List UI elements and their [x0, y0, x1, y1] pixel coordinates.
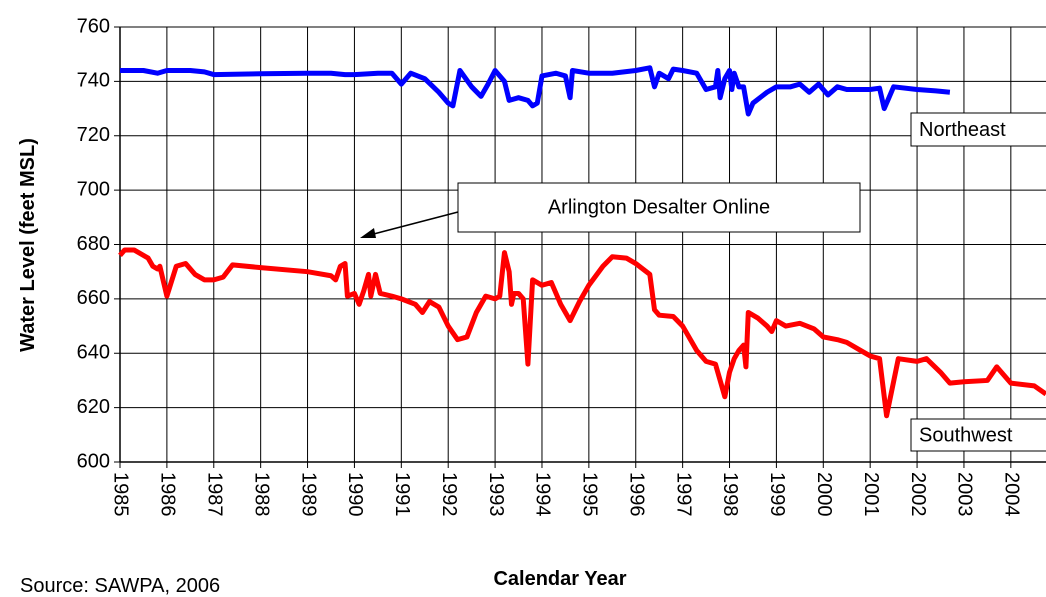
x-tick-label: 1993 — [485, 472, 507, 517]
y-tick-label: 600 — [77, 450, 110, 472]
x-tick-label: 1997 — [672, 472, 694, 517]
y-tick-label: 660 — [77, 287, 110, 309]
y-axis-label: Water Level (feet MSL) — [17, 138, 39, 352]
source-note: Source: SAWPA, 2006 — [20, 575, 220, 597]
label-box — [910, 418, 1046, 452]
y-tick-label: 680 — [77, 233, 110, 255]
x-tick-label: 1999 — [766, 472, 788, 517]
annotation-box — [457, 182, 861, 233]
x-tick-label: 2000 — [813, 472, 835, 517]
label-box — [910, 112, 1046, 147]
x-tick-label: 1986 — [157, 472, 179, 517]
y-tick-label: 720 — [77, 124, 110, 146]
y-tick-label: 760 — [77, 15, 110, 37]
x-tick-label: 1994 — [532, 472, 554, 517]
x-tick-label: 1996 — [625, 472, 647, 517]
x-tick-label: 1998 — [719, 472, 741, 517]
y-tick-label: 740 — [77, 70, 110, 92]
x-tick-label: 1988 — [250, 472, 272, 517]
x-tick-label: 1989 — [297, 472, 319, 517]
x-tick-label: 2003 — [954, 472, 976, 517]
series-line — [118, 247, 1046, 419]
arrow-head — [360, 228, 376, 238]
x-tick-label: 2004 — [1001, 472, 1023, 517]
x-tick-label: 2002 — [907, 472, 929, 517]
annotation: Southwest — [919, 424, 1013, 446]
x-tick-label: 1995 — [579, 472, 601, 517]
x-axis-label: Calendar Year — [493, 568, 626, 590]
y-tick-label: 620 — [77, 396, 110, 418]
y-tick-label: 640 — [77, 342, 110, 364]
x-tick-label: 1987 — [203, 472, 225, 517]
y-tick-label: 700 — [77, 178, 110, 200]
x-tick-label: 1992 — [438, 472, 460, 517]
annotation: Arlington Desalter Online — [548, 196, 770, 218]
x-tick-label: 1990 — [344, 472, 366, 517]
annotation-arrow — [365, 211, 459, 237]
x-tick-label: 2001 — [860, 472, 882, 517]
x-tick-label: 1985 — [110, 472, 132, 517]
x-tick-label: 1991 — [391, 472, 413, 517]
annotation: Northeast — [919, 119, 1006, 141]
series-line — [120, 65, 951, 117]
